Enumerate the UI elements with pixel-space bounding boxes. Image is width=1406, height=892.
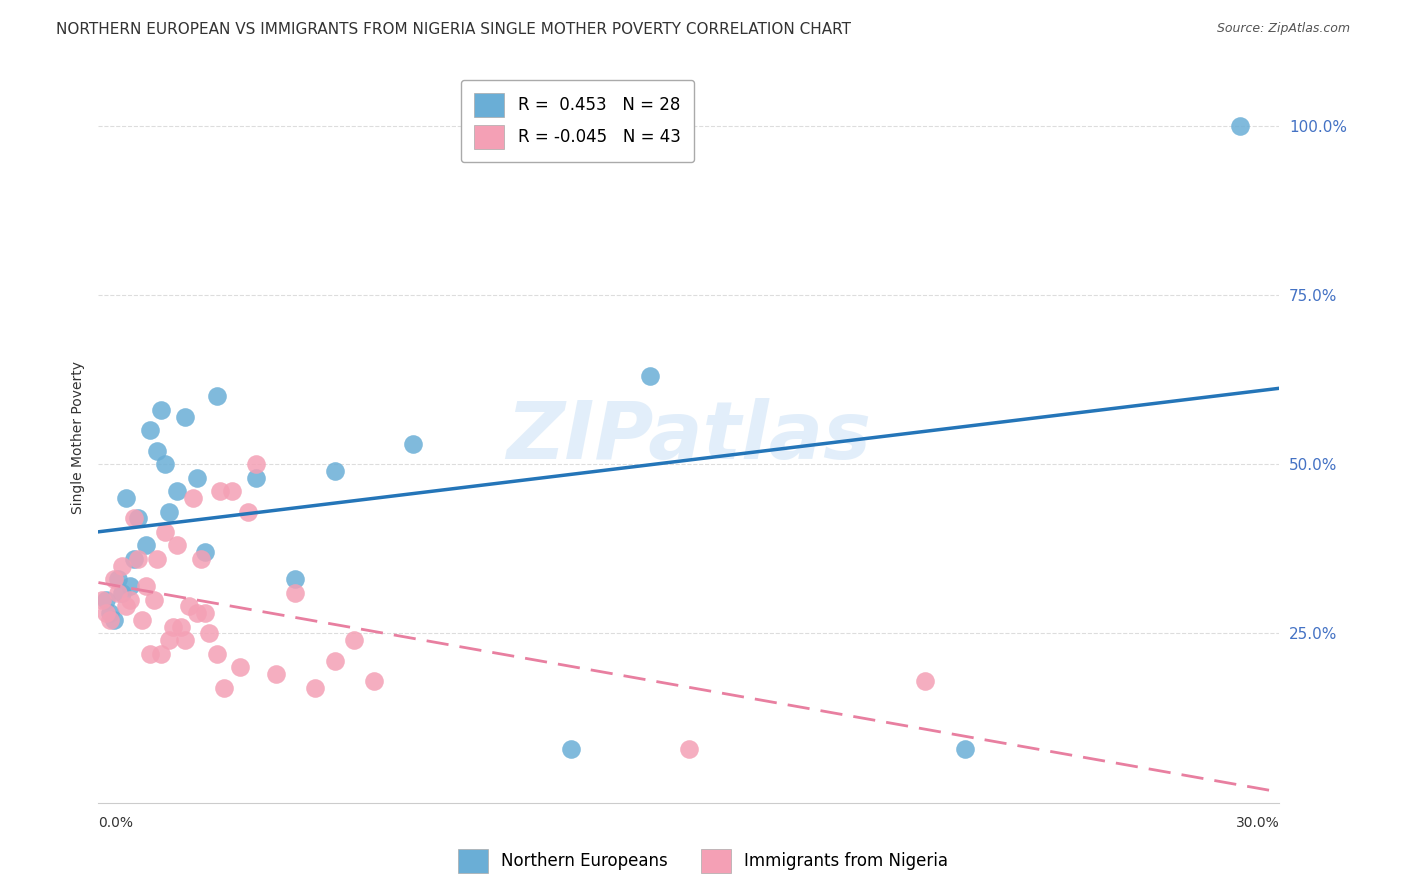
Text: 0.0%: 0.0% [98,816,134,830]
Point [304,681,326,695]
Point [157,633,180,648]
Text: 30.0%: 30.0% [1236,816,1279,830]
Point [142,592,165,607]
Point [214,681,236,695]
Point [103,572,125,586]
Point [111,558,134,573]
Point [146,443,169,458]
Point [229,660,252,674]
Point [343,633,366,648]
Text: NORTHERN EUROPEAN VS IMMIGRANTS FROM NIGERIA SINGLE MOTHER POVERTY CORRELATION C: NORTHERN EUROPEAN VS IMMIGRANTS FROM NIG… [56,22,851,37]
Point [162,620,184,634]
Point [194,545,217,559]
Point [146,552,169,566]
Point [135,579,157,593]
Point [98,606,121,620]
Point [323,464,346,478]
Point [186,471,208,485]
Point [1229,119,1251,133]
Point [107,586,129,600]
Point [560,741,582,756]
Point [174,409,197,424]
Point [150,403,173,417]
Point [170,620,193,634]
Point [245,457,267,471]
Text: ZIPatlas: ZIPatlas [506,398,872,476]
Point [236,505,259,519]
Point [402,437,425,451]
Point [96,606,118,620]
Point [194,606,217,620]
Point [205,389,228,403]
Y-axis label: Single Mother Poverty: Single Mother Poverty [70,360,84,514]
Point [103,613,125,627]
Point [245,471,267,485]
Point [131,613,153,627]
Point [118,579,141,593]
Point [155,524,177,539]
Point [138,647,160,661]
Point [111,586,134,600]
Point [363,673,385,688]
Point [157,505,180,519]
Point [323,654,346,668]
Point [197,626,219,640]
Point [107,572,129,586]
Point [186,606,208,620]
Point [96,592,118,607]
Point [190,552,212,566]
Point [284,586,307,600]
Point [118,592,141,607]
Text: Source: ZipAtlas.com: Source: ZipAtlas.com [1216,22,1350,36]
Point [135,538,157,552]
Point [155,457,177,471]
Point [209,484,232,499]
Point [122,552,145,566]
Point [264,667,287,681]
Point [98,613,121,627]
Point [205,647,228,661]
Point [122,511,145,525]
Point [166,484,188,499]
Point [953,741,976,756]
Point [638,369,661,384]
Point [91,592,114,607]
Point [127,552,149,566]
Point [166,538,188,552]
Point [115,599,138,614]
Point [678,741,700,756]
Point [115,491,138,505]
Point [181,491,204,505]
Point [174,633,197,648]
Point [127,511,149,525]
Point [221,484,243,499]
Point [138,423,160,437]
Point [914,673,936,688]
Point [177,599,200,614]
Point [150,647,173,661]
Legend: Northern Europeans, Immigrants from Nigeria: Northern Europeans, Immigrants from Nige… [451,842,955,880]
Legend: R =  0.453   N = 28, R = -0.045   N = 43: R = 0.453 N = 28, R = -0.045 N = 43 [461,79,695,161]
Point [284,572,307,586]
